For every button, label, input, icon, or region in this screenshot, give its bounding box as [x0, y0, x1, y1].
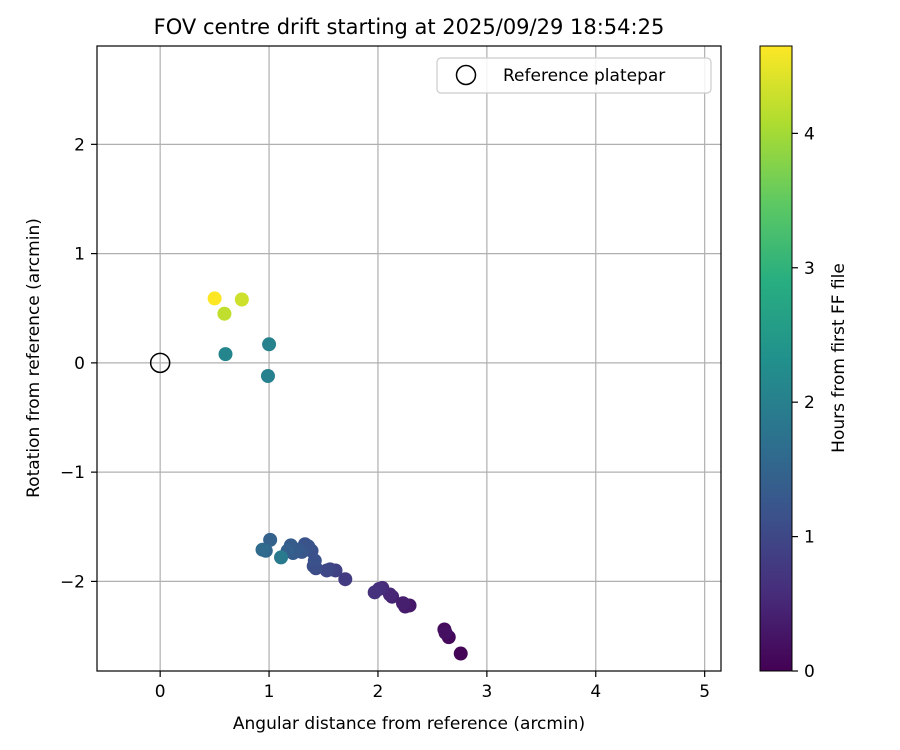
- x-tick-label: 3: [481, 682, 492, 702]
- data-point: [262, 337, 277, 352]
- colorbar-tick-label: 0: [804, 662, 815, 682]
- data-point: [234, 292, 249, 307]
- data-point: [274, 550, 289, 565]
- data-point: [319, 563, 334, 578]
- data-point: [218, 347, 233, 362]
- legend: Reference platepar: [436, 57, 712, 94]
- reference-point: [149, 352, 171, 374]
- grid: [97, 46, 721, 671]
- x-tick-label: 4: [590, 682, 601, 702]
- data-point: [438, 625, 453, 640]
- data-point: [367, 585, 382, 600]
- y-tick-label: 2: [74, 135, 85, 155]
- data-point: [260, 368, 275, 383]
- chart-title: FOV centre drift starting at 2025/09/29 …: [154, 15, 665, 39]
- data-point: [338, 572, 353, 587]
- y-tick-label: 1: [74, 245, 85, 265]
- x-tick-label: 1: [264, 682, 275, 702]
- y-axis-ticks: −2 −1 0 1 2: [60, 135, 97, 592]
- x-tick-label: 0: [155, 682, 166, 702]
- data-point: [263, 532, 278, 547]
- reference-marker: [149, 352, 171, 374]
- y-tick-label: 0: [74, 354, 85, 374]
- data-point: [255, 542, 270, 557]
- legend-box: [436, 57, 712, 94]
- legend-open-circle-marker: [455, 64, 477, 86]
- colorbar-tick-label: 1: [804, 528, 815, 548]
- y-tick-label: −2: [60, 572, 85, 592]
- legend-label: Reference platepar: [503, 66, 665, 86]
- scatter-points: [207, 291, 468, 661]
- colorbar-tick-label: 4: [804, 124, 815, 144]
- data-point: [396, 596, 411, 611]
- x-axis-ticks: 0 1 2 3 4 5: [155, 671, 710, 702]
- data-point: [217, 306, 232, 321]
- x-axis-label: Angular distance from reference (arcmin): [233, 714, 585, 734]
- colorbar-tick-label: 2: [804, 393, 815, 413]
- colorbar: [759, 45, 793, 672]
- x-tick-label: 2: [373, 682, 384, 702]
- y-tick-label: −1: [60, 463, 85, 483]
- data-point: [453, 646, 468, 661]
- colorbar-ticks: 0 1 2 3 4: [792, 124, 815, 682]
- y-axis-label: Rotation from reference (arcmin): [24, 218, 44, 498]
- data-point: [207, 291, 222, 306]
- colorbar-tick-label: 3: [804, 259, 815, 279]
- colorbar-label: Hours from first FF file: [829, 263, 849, 453]
- x-tick-label: 5: [699, 682, 710, 702]
- plot-frame: [96, 45, 722, 672]
